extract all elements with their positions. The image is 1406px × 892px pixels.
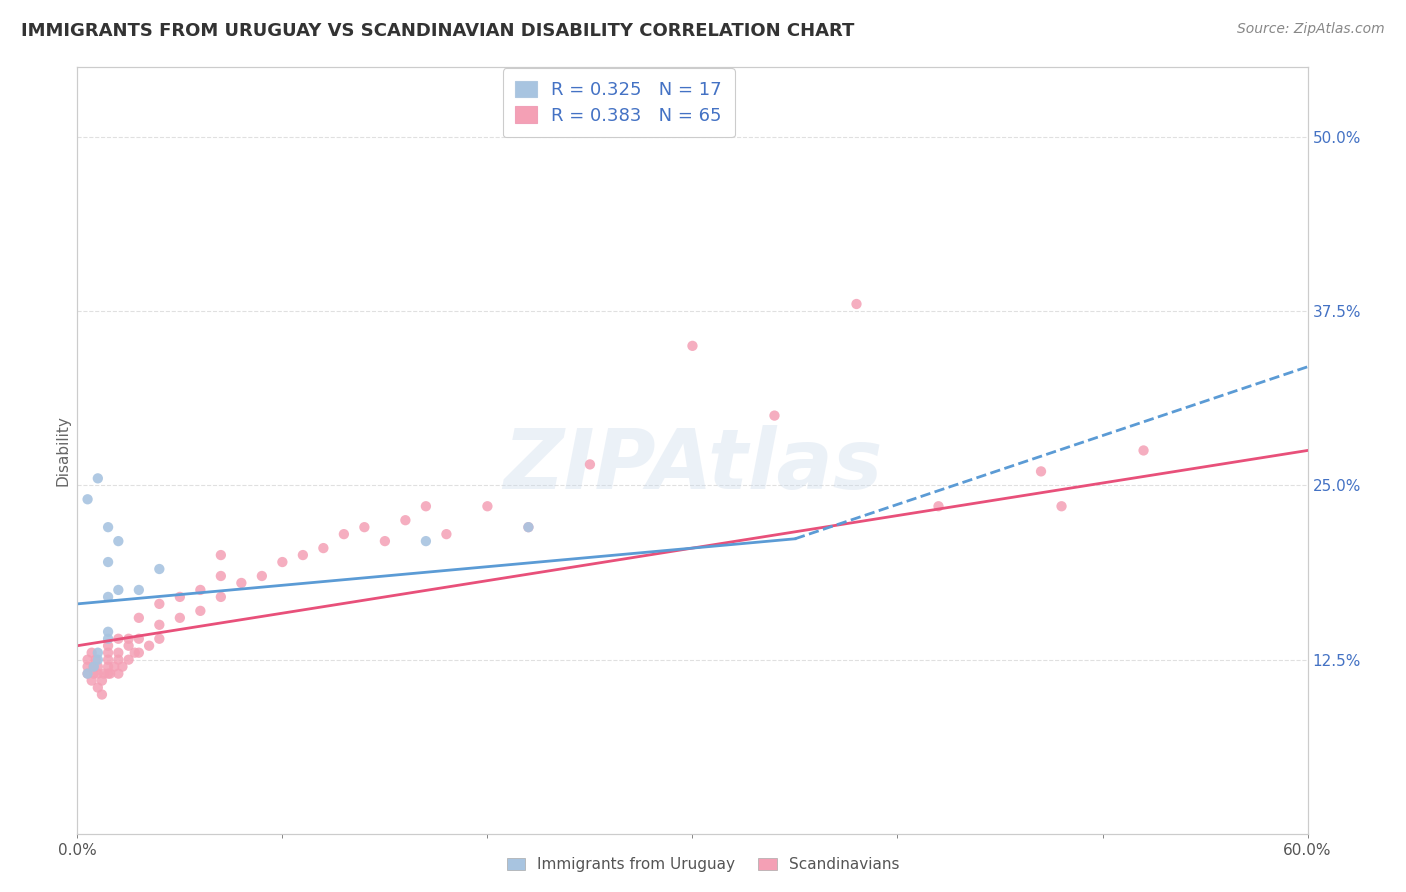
- Point: [90, 688, 114, 702]
- Point: [436, 527, 458, 541]
- Point: [148, 632, 170, 646]
- Point: [1029, 464, 1052, 478]
- Point: [97, 520, 120, 534]
- Point: [87, 471, 110, 485]
- Point: [97, 555, 120, 569]
- Point: [188, 604, 212, 618]
- Point: [169, 611, 191, 625]
- Point: [517, 520, 540, 534]
- Point: [579, 458, 602, 472]
- Point: [87, 653, 110, 667]
- Point: [128, 632, 150, 646]
- Text: ZIPAtlas: ZIPAtlas: [503, 425, 882, 507]
- Point: [374, 534, 396, 549]
- Point: [291, 548, 314, 562]
- Text: Source: ZipAtlas.com: Source: ZipAtlas.com: [1237, 22, 1385, 37]
- Point: [117, 653, 139, 667]
- Point: [117, 632, 139, 646]
- Point: [97, 632, 120, 646]
- Point: [83, 659, 105, 673]
- Point: [83, 666, 105, 681]
- Point: [80, 646, 103, 660]
- Point: [97, 639, 120, 653]
- Point: [97, 666, 120, 681]
- Point: [97, 624, 120, 639]
- Y-axis label: Disability: Disability: [55, 415, 70, 486]
- Point: [98, 666, 121, 681]
- Point: [83, 659, 105, 673]
- Point: [87, 681, 110, 695]
- Point: [103, 659, 125, 673]
- Point: [97, 646, 120, 660]
- Point: [84, 653, 107, 667]
- Legend: Immigrants from Uruguay, Scandinavians: Immigrants from Uruguay, Scandinavians: [499, 849, 907, 880]
- Point: [117, 639, 139, 653]
- Point: [209, 548, 232, 562]
- Point: [107, 534, 129, 549]
- Point: [111, 659, 134, 673]
- Point: [169, 590, 191, 604]
- Point: [415, 534, 437, 549]
- Point: [188, 582, 212, 597]
- Point: [148, 617, 170, 632]
- Point: [76, 666, 98, 681]
- Point: [312, 541, 335, 555]
- Point: [124, 646, 146, 660]
- Point: [148, 597, 170, 611]
- Point: [87, 666, 110, 681]
- Point: [90, 673, 114, 688]
- Point: [76, 653, 98, 667]
- Point: [93, 666, 115, 681]
- Point: [353, 520, 375, 534]
- Point: [271, 555, 294, 569]
- Point: [87, 659, 110, 673]
- Point: [928, 500, 950, 514]
- Point: [209, 569, 232, 583]
- Point: [107, 653, 129, 667]
- Point: [333, 527, 356, 541]
- Point: [107, 632, 129, 646]
- Point: [148, 562, 170, 576]
- Point: [845, 297, 868, 311]
- Point: [209, 590, 232, 604]
- Point: [1132, 443, 1154, 458]
- Point: [97, 653, 120, 667]
- Point: [87, 646, 110, 660]
- Point: [517, 520, 540, 534]
- Point: [97, 659, 120, 673]
- Point: [128, 582, 150, 597]
- Point: [415, 500, 437, 514]
- Point: [80, 673, 103, 688]
- Point: [1050, 500, 1073, 514]
- Point: [394, 513, 416, 527]
- Point: [128, 646, 150, 660]
- Point: [107, 582, 129, 597]
- Text: IMMIGRANTS FROM URUGUAY VS SCANDINAVIAN DISABILITY CORRELATION CHART: IMMIGRANTS FROM URUGUAY VS SCANDINAVIAN …: [21, 22, 855, 40]
- Legend: R = 0.325   N = 17, R = 0.383   N = 65: R = 0.325 N = 17, R = 0.383 N = 65: [502, 69, 735, 137]
- Point: [477, 500, 499, 514]
- Point: [76, 659, 98, 673]
- Point: [763, 409, 786, 423]
- Point: [231, 576, 253, 591]
- Point: [76, 666, 98, 681]
- Point: [128, 611, 150, 625]
- Point: [107, 646, 129, 660]
- Point: [107, 666, 129, 681]
- Point: [97, 590, 120, 604]
- Point: [682, 339, 704, 353]
- Point: [250, 569, 273, 583]
- Point: [138, 639, 160, 653]
- Point: [76, 492, 98, 507]
